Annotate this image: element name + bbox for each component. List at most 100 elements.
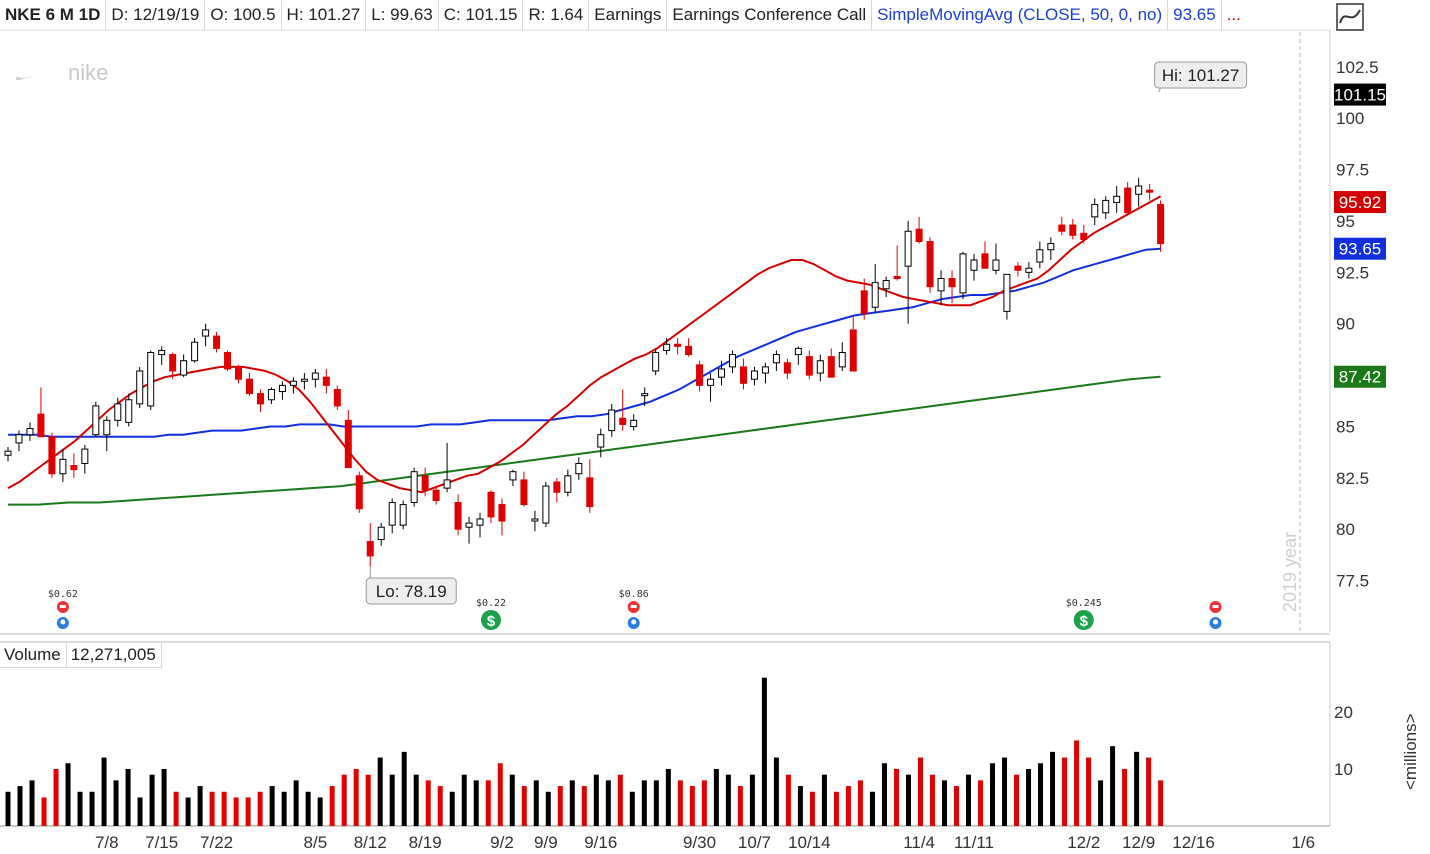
price-tick-label: 95 (1336, 212, 1355, 231)
earnings-bulb-icon-glyph (631, 619, 637, 625)
time-tick-label: 9/2 (490, 833, 514, 852)
candle-body (794, 347, 802, 356)
price-tick-label: 92.5 (1336, 263, 1369, 282)
candle-body (487, 491, 495, 518)
more-studies[interactable]: ... (1226, 5, 1241, 24)
year-watermark: 2019 year (1280, 532, 1300, 612)
volume-bar (605, 780, 611, 826)
candle-body (970, 259, 978, 271)
candle-body (1124, 187, 1132, 214)
logo-text: nike (68, 60, 109, 85)
candle-body (267, 388, 275, 401)
symbol-label[interactable]: NKE 6 M 1D (0, 0, 107, 30)
volume-bar (209, 791, 215, 826)
candle-body (344, 419, 352, 469)
volume-bar (41, 797, 47, 826)
volume-bar (245, 797, 251, 826)
volume-bar (521, 786, 527, 826)
earnings-call-icon-glyph (630, 605, 637, 608)
current-price-box (1334, 83, 1386, 106)
volume-bar (821, 774, 827, 826)
time-tick-label: 9/30 (683, 833, 716, 852)
volume-bar (677, 780, 683, 826)
volume-bar (737, 786, 743, 826)
candle-body (816, 360, 824, 374)
volume-bar (353, 768, 359, 826)
candle-body (608, 409, 616, 432)
volume-bar (641, 780, 647, 826)
lo-callout-label: Lo: 78.19 (376, 582, 447, 601)
volume-bar (569, 780, 575, 826)
volume-bar (1074, 740, 1080, 826)
candle-body (1003, 273, 1011, 312)
lo-callout-box (365, 577, 457, 605)
candle-body (213, 335, 221, 349)
volume-bar (185, 797, 191, 826)
volume-bar (1038, 763, 1044, 826)
drawing-tools-icon[interactable] (1336, 3, 1364, 31)
dividend-icon[interactable] (480, 610, 501, 630)
dividend-icon-glyph: $ (487, 613, 496, 630)
volume-bar (1122, 768, 1128, 826)
low-label: L: 99.63 (366, 0, 439, 30)
volume-bar (425, 780, 431, 826)
volume-bar (725, 774, 731, 826)
volume-bar (581, 786, 587, 826)
volume-bar (1002, 757, 1008, 826)
candle-body (981, 253, 989, 269)
candle-body (1157, 204, 1165, 245)
candle-body (410, 471, 418, 504)
earnings-study[interactable]: Earnings (589, 0, 668, 30)
candle-body (125, 399, 133, 423)
candle-body (520, 479, 528, 506)
candle-body (191, 341, 199, 362)
time-tick-label: 1/6 (1291, 833, 1315, 852)
volume-bar (833, 791, 839, 826)
volume-bar (365, 774, 371, 826)
conference-study[interactable]: Earnings Conference Call (667, 0, 873, 30)
candle-body (926, 241, 934, 288)
candle-body (937, 278, 945, 292)
company-logo: nike (14, 60, 108, 86)
volume-bar (905, 774, 911, 826)
volume-bar (1062, 757, 1068, 826)
volume-bar (221, 791, 227, 826)
volume-bar (53, 768, 59, 826)
date-label: D: 12/19/19 (106, 0, 206, 30)
candle-body (1014, 265, 1022, 271)
time-tick-label: 10/7 (738, 833, 771, 852)
sma-fast-value-label: 95.92 (1339, 193, 1382, 212)
candle-body (992, 259, 1000, 271)
volume-bar (881, 763, 887, 826)
volume-bar (329, 786, 335, 826)
candle-body (1102, 199, 1110, 214)
candle-body (278, 384, 286, 393)
candle-body (333, 388, 341, 407)
volume-bar (713, 768, 719, 826)
candle-body (476, 518, 484, 526)
sma-study[interactable]: SimpleMovingAvg (CLOSE, 50, 0, no) (872, 0, 1169, 30)
candle-body (1135, 185, 1143, 195)
sma-200-value-box (1334, 365, 1386, 388)
candle-body (1047, 243, 1055, 251)
volume-bar (869, 791, 875, 826)
volume-bar (269, 786, 275, 826)
candle-body (114, 403, 122, 421)
candle-body (772, 354, 780, 364)
price-tick-label: 85 (1336, 417, 1355, 436)
candle-body (586, 477, 594, 508)
open-label: O: 100.5 (205, 0, 282, 30)
candle-body (15, 434, 23, 444)
candle-body (630, 419, 638, 427)
volume-bar (941, 780, 947, 826)
candle-body (959, 253, 967, 294)
dividend-icon[interactable] (1073, 610, 1094, 630)
volume-bar (557, 786, 563, 826)
volume-bar (1098, 780, 1104, 826)
volume-bar (966, 774, 971, 826)
volume-bar (497, 763, 503, 826)
time-tick-label: 12/2 (1067, 833, 1100, 852)
volume-value: 12,271,005 (66, 642, 162, 668)
volume-bar (101, 757, 107, 826)
